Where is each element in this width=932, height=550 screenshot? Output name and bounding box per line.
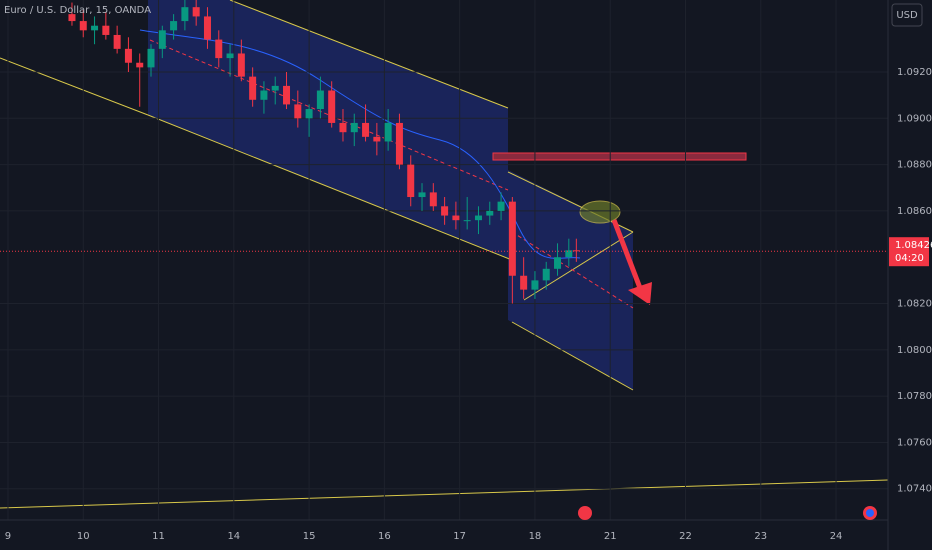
highlight [579, 200, 621, 224]
candle-body [305, 109, 313, 119]
candle-body [350, 122, 358, 133]
last-price-box [889, 237, 929, 267]
candle-body [520, 275, 528, 290]
candle-body [136, 62, 144, 68]
currency[interactable]: USD [896, 10, 918, 21]
candle-body [452, 215, 460, 221]
candle-body [316, 90, 324, 110]
y-tick-label: 1.07800 [897, 391, 932, 402]
candle-body [271, 85, 279, 91]
candle-body [508, 201, 516, 276]
x-tick-label: 21 [604, 531, 617, 542]
candle-body [158, 30, 166, 49]
candle-body [531, 280, 539, 290]
x-tick-label: 14 [227, 531, 240, 542]
x-tick-label: 16 [378, 531, 391, 542]
candle-body [68, 14, 76, 22]
event-icon[interactable] [578, 506, 592, 520]
candle-body [497, 201, 505, 211]
price-axis [888, 0, 932, 550]
event-icon-inner [866, 509, 874, 517]
candle-body [181, 7, 189, 22]
y-tick-label: 1.07400 [897, 484, 932, 495]
candle-body [554, 257, 562, 269]
candle-body [542, 268, 550, 281]
x-tick-label: 9 [5, 531, 11, 542]
x-tick-label: 15 [303, 531, 316, 542]
candle-body [192, 7, 200, 17]
trend-line [523, 231, 634, 301]
candle-body [294, 104, 302, 119]
candle-body [170, 21, 178, 31]
candle-body [328, 90, 336, 123]
candle-body [260, 90, 268, 100]
candle-body [237, 53, 245, 77]
x-tick-label: 23 [754, 531, 767, 542]
support-line [0, 479, 889, 509]
arrow [611, 219, 643, 289]
candle-body [395, 122, 403, 165]
channel-line [511, 321, 634, 391]
candle-body [91, 25, 99, 31]
candle-body [283, 85, 291, 105]
channel-fill [508, 170, 633, 390]
mid-line [511, 231, 634, 309]
candle-body [249, 76, 257, 100]
channel-line [229, 0, 509, 109]
x-tick-label: 10 [77, 531, 90, 542]
candle-body [147, 48, 155, 68]
channel-line [147, 114, 513, 261]
candle-body [339, 122, 347, 133]
candle-body [373, 136, 381, 142]
x-tick-label: 22 [679, 531, 692, 542]
x-tick-label: 17 [453, 531, 466, 542]
candle-body [102, 25, 110, 35]
grid [0, 0, 888, 520]
chart-title: Euro / U.S. Dollar, 15, OANDA [4, 5, 151, 16]
candle-body [113, 34, 121, 49]
y-tick-label: 1.08800 [897, 160, 932, 171]
candle-body [215, 39, 223, 59]
arrow-head [628, 282, 652, 305]
currency-box[interactable] [891, 3, 923, 27]
candle-body [124, 48, 132, 63]
candle-body [203, 16, 211, 40]
candle-body [407, 164, 415, 198]
y-tick-label: 1.09200 [897, 67, 932, 78]
x-tick-label: 11 [152, 531, 165, 542]
countdown: 04:20 [895, 253, 924, 264]
y-tick-label: 1.08200 [897, 299, 932, 310]
candle-body [429, 192, 437, 207]
y-tick-label: 1.08600 [897, 206, 932, 217]
x-tick-label: 24 [830, 531, 843, 542]
candle-body [565, 250, 573, 258]
zone [492, 152, 747, 161]
channel-line [0, 57, 149, 116]
candle-body [384, 122, 392, 142]
candle-body [474, 215, 482, 221]
candle-body [463, 220, 471, 222]
x-tick-label: 18 [529, 531, 542, 542]
candle-body [226, 53, 234, 59]
last-price: 1.08426 [895, 240, 932, 251]
axes: 1.09200 1.09000 1.08800 1.08600 1.08200 1.080… [5, 67, 932, 542]
candles [0, 0, 888, 304]
candle-body [362, 122, 370, 137]
y-tick-label: 1.08000 [897, 345, 932, 356]
candle-body [441, 206, 449, 216]
candle-body [418, 192, 426, 198]
y-tick-label: 1.09000 [897, 113, 932, 124]
moving-average [139, 29, 581, 259]
candle-body [79, 21, 87, 31]
candle-body [486, 210, 494, 216]
y-tick-label: 1.07600 [897, 437, 932, 448]
